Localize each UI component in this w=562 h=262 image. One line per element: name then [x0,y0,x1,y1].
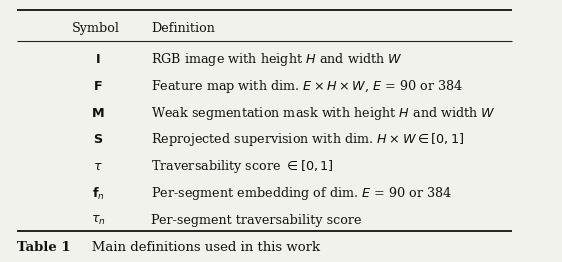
Text: Definition: Definition [151,21,215,35]
Text: $\mathbf{S}$: $\mathbf{S}$ [93,133,103,146]
Text: Per-segment traversability score: Per-segment traversability score [151,214,361,227]
Text: Feature map with dim. $E \times H \times W$, $E$ = 90 or 384: Feature map with dim. $E \times H \times… [151,78,463,95]
Text: Weak segmentation mask with height $H$ and width $W$: Weak segmentation mask with height $H$ a… [151,105,496,122]
Text: $\tau$: $\tau$ [93,160,103,173]
Text: Per-segment embedding of dim. $E$ = 90 or 384: Per-segment embedding of dim. $E$ = 90 o… [151,185,452,202]
Text: $\mathbf{M}$: $\mathbf{M}$ [92,107,105,119]
Text: RGB image with height $H$ and width $W$: RGB image with height $H$ and width $W$ [151,51,402,68]
Text: Main definitions used in this work: Main definitions used in this work [79,241,320,254]
Text: $\mathbf{I}$: $\mathbf{I}$ [96,53,101,66]
Text: $\tau_n$: $\tau_n$ [91,214,106,227]
Text: $\mathbf{f}_n$: $\mathbf{f}_n$ [92,185,105,201]
Text: Reprojected supervision with dim. $H \times W \in [0, 1]$: Reprojected supervision with dim. $H \ti… [151,131,464,148]
Text: $\mathbf{F}$: $\mathbf{F}$ [93,80,103,93]
Text: Traversability score $\in [0, 1]$: Traversability score $\in [0, 1]$ [151,158,334,175]
Text: Symbol: Symbol [72,21,120,35]
Text: Table 1: Table 1 [16,241,70,254]
